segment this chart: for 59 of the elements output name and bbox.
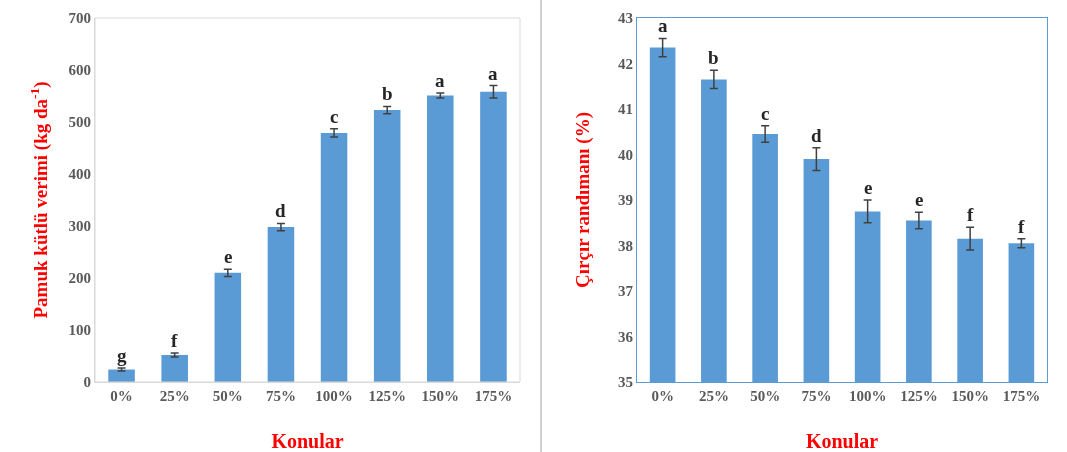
bar [161, 354, 188, 382]
y-tick-label: 39 [618, 192, 633, 209]
annotation: f [171, 330, 178, 351]
y-tick-label: 43 [618, 10, 633, 27]
annotation: a [435, 70, 445, 91]
y-tick-label: 0 [83, 374, 91, 391]
y-tick-label: 400 [68, 166, 91, 183]
x-axis-title: Konular [805, 430, 879, 452]
x-tick-label: 50% [212, 388, 243, 404]
y-tick-label: 600 [68, 62, 91, 79]
x-tick-label: 150% [951, 388, 989, 404]
annotation: c [761, 103, 770, 124]
y-tick-label: 37 [618, 283, 634, 300]
y-axis-title: Çırçır randımanı (%) [572, 112, 594, 288]
x-tick-label: 125% [368, 388, 406, 404]
y-tick-label: 38 [618, 237, 633, 254]
annotation: e [915, 189, 924, 210]
annotation: f [967, 204, 974, 225]
x-tick-label: 50% [750, 388, 781, 404]
x-tick-label: 25% [698, 388, 729, 404]
bar [267, 227, 295, 382]
annotation: c [330, 106, 339, 127]
y-tick-label: 700 [68, 10, 91, 27]
x-tick-label: 175% [1002, 388, 1041, 404]
annotation: f [1018, 216, 1025, 237]
x-tick-label: 25% [159, 388, 190, 404]
y-tick-label: 36 [618, 328, 634, 345]
x-tick-label: 75% [801, 388, 832, 404]
x-tick-label: 0% [110, 388, 133, 404]
y-tick-label: 300 [68, 218, 91, 235]
x-tick-label: 100% [315, 388, 353, 404]
y-tick-label: 200 [68, 270, 91, 287]
bar [214, 272, 242, 382]
bar [427, 95, 454, 382]
y-tick-label: 40 [618, 146, 633, 163]
annotation: g [117, 345, 127, 366]
x-tick-label: 0% [651, 388, 674, 404]
y-tick-label: 42 [618, 55, 633, 72]
annotation: a [658, 15, 668, 36]
x-tick-label: 75% [265, 388, 296, 404]
y-tick-label: 35 [618, 374, 633, 391]
annotation: e [864, 177, 873, 198]
y-tick-label: 100 [68, 322, 91, 339]
bar [320, 132, 348, 382]
y-tick-label: 41 [618, 101, 633, 118]
x-tick-label: 125% [900, 388, 938, 404]
annotation: d [811, 125, 822, 146]
annotation: b [708, 47, 719, 68]
x-tick-label: 150% [421, 388, 460, 404]
annotation: b [382, 83, 393, 104]
annotation: a [488, 63, 498, 84]
annotation: e [224, 246, 233, 267]
bar [373, 110, 401, 382]
x-axis-title: Konular [271, 430, 344, 452]
y-tick-label: 500 [68, 114, 91, 131]
x-tick-label: 175% [474, 388, 513, 404]
x-tick-label: 100% [848, 388, 887, 404]
bar [480, 91, 507, 382]
annotation: d [275, 200, 286, 221]
